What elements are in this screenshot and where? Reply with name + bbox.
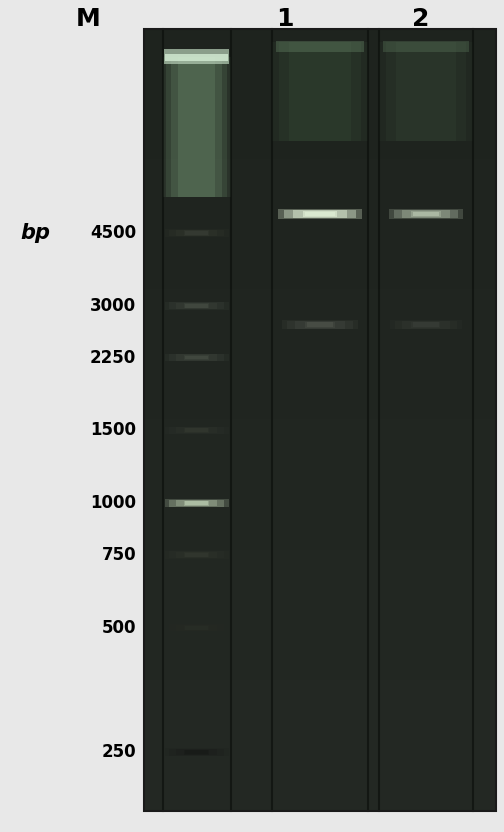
Bar <box>184 501 209 506</box>
Bar <box>176 500 217 506</box>
Bar <box>165 230 228 237</box>
Text: 750: 750 <box>101 546 136 564</box>
Bar <box>390 320 462 329</box>
Bar <box>184 552 209 557</box>
Bar <box>383 41 469 52</box>
Text: M: M <box>76 7 101 31</box>
Bar <box>185 355 208 359</box>
Bar <box>184 303 209 309</box>
Bar <box>176 625 217 631</box>
Bar <box>185 502 208 505</box>
Bar <box>169 500 224 507</box>
Bar <box>169 427 224 433</box>
Bar <box>279 42 361 141</box>
Bar <box>276 41 364 52</box>
Bar <box>305 212 335 216</box>
Bar <box>184 428 209 433</box>
Text: 4500: 4500 <box>90 224 136 242</box>
Bar <box>184 230 209 235</box>
Bar <box>176 552 217 558</box>
Bar <box>165 354 228 361</box>
Bar <box>165 302 228 310</box>
Bar <box>185 428 208 432</box>
Text: 2250: 2250 <box>90 349 136 367</box>
Text: 250: 250 <box>101 743 136 761</box>
Bar <box>272 42 368 141</box>
Bar <box>176 428 217 433</box>
Bar <box>402 210 450 218</box>
Text: 2: 2 <box>412 7 429 31</box>
Bar <box>386 42 466 141</box>
Bar <box>413 212 439 216</box>
Bar <box>411 321 440 328</box>
Bar <box>176 749 217 755</box>
Bar <box>295 321 345 329</box>
Bar <box>185 304 208 308</box>
Bar <box>185 553 208 557</box>
Bar <box>184 625 209 631</box>
Bar <box>162 57 230 197</box>
Bar <box>402 321 450 329</box>
Bar <box>284 210 356 218</box>
Text: 1: 1 <box>276 7 293 31</box>
Text: 1000: 1000 <box>90 494 136 513</box>
Bar <box>379 42 473 141</box>
Bar <box>169 230 224 236</box>
Bar <box>289 42 351 141</box>
Bar <box>389 210 463 219</box>
Bar <box>176 303 217 309</box>
Bar <box>411 210 441 217</box>
Text: 500: 500 <box>102 619 136 636</box>
Bar <box>178 57 215 197</box>
Bar <box>413 323 438 327</box>
Bar <box>165 499 228 507</box>
Bar <box>176 230 217 236</box>
Bar <box>169 552 224 558</box>
Bar <box>185 231 208 235</box>
Bar <box>394 210 458 218</box>
Bar <box>165 427 228 434</box>
Bar <box>169 749 224 755</box>
Bar <box>303 210 337 217</box>
Bar <box>185 750 208 754</box>
Bar <box>184 355 209 360</box>
Bar <box>184 750 209 755</box>
Bar <box>169 624 224 631</box>
Bar <box>144 29 496 811</box>
Bar <box>171 57 222 197</box>
Text: bp: bp <box>20 223 50 243</box>
Bar <box>305 321 335 328</box>
Bar <box>165 624 228 631</box>
Bar <box>293 210 347 218</box>
Bar <box>164 49 229 64</box>
Bar <box>165 551 228 558</box>
Bar <box>166 57 227 197</box>
Bar <box>282 320 358 329</box>
Bar <box>396 42 456 141</box>
Bar <box>165 54 228 61</box>
Bar <box>169 302 224 310</box>
Bar <box>306 323 334 327</box>
Text: 3000: 3000 <box>90 297 136 314</box>
Bar <box>169 354 224 361</box>
Bar <box>165 749 228 756</box>
Bar <box>287 320 353 329</box>
Bar <box>176 354 217 360</box>
Bar <box>185 626 208 630</box>
Text: 1500: 1500 <box>90 421 136 439</box>
Bar <box>278 210 362 219</box>
Bar <box>395 320 457 329</box>
